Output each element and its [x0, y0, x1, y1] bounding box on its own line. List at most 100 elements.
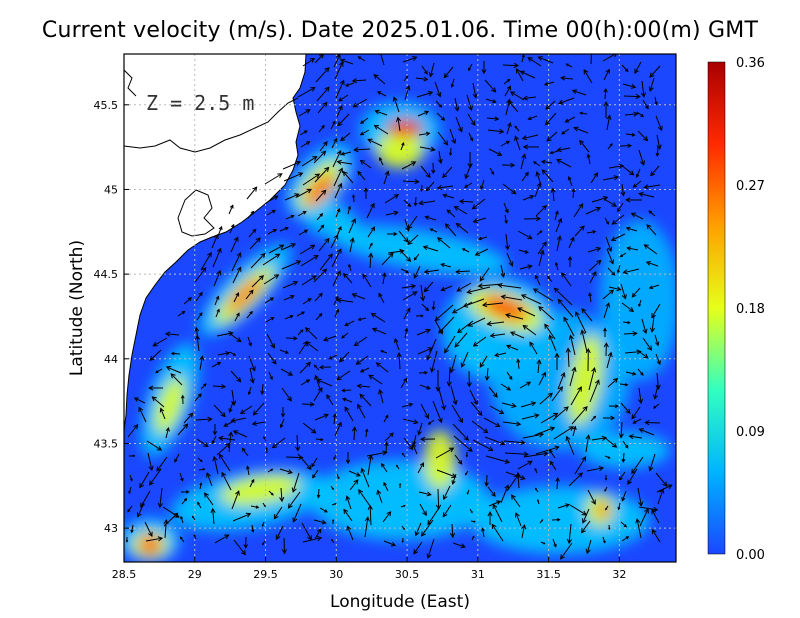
arrow-head	[136, 512, 142, 518]
velocity-arrow	[553, 287, 573, 306]
arrow-head	[572, 425, 577, 431]
arrow-head	[159, 407, 165, 413]
arrow-shaft	[383, 171, 389, 185]
arrow-shaft	[419, 146, 435, 151]
arrow-shaft	[131, 524, 134, 533]
arrow-shaft	[634, 61, 642, 74]
arrow-head	[334, 295, 339, 300]
velocity-arrow	[654, 96, 658, 106]
velocity-arrow	[435, 370, 441, 393]
arrow-shaft	[296, 311, 305, 317]
velocity-arrow	[655, 146, 660, 157]
velocity-arrow	[260, 383, 265, 396]
arrow-head	[608, 527, 611, 531]
arrow-head	[558, 99, 564, 105]
arrow-head	[556, 159, 562, 164]
velocity-arrow	[282, 160, 301, 170]
arrow-head	[426, 553, 432, 559]
arrow-head	[638, 191, 644, 197]
velocity-arrow	[454, 332, 468, 348]
arrow-head	[489, 332, 495, 339]
velocity-arrow	[297, 87, 316, 98]
velocity-arrow	[416, 90, 434, 98]
velocity-arrow	[229, 351, 237, 356]
map-area: Z = 2.5 m	[124, 54, 676, 562]
arrow-head	[520, 439, 526, 446]
arrow-head	[621, 497, 626, 502]
arrow-shaft	[264, 297, 274, 304]
arrow-shaft	[296, 188, 312, 198]
arrow-head	[428, 71, 434, 78]
arrow-shaft	[421, 65, 428, 75]
arrow-head	[381, 462, 385, 468]
velocity-arrow	[544, 323, 556, 340]
arrow-shaft	[384, 194, 399, 204]
velocity-arrow	[532, 288, 554, 302]
arrow-head	[338, 167, 343, 173]
arrow-head	[128, 490, 132, 495]
arrow-shaft	[366, 451, 387, 457]
arrow-head	[287, 503, 293, 509]
arrow-shaft	[314, 167, 329, 183]
arrow-shaft	[231, 490, 240, 510]
arrow-head	[618, 433, 624, 439]
velocity-arrow	[299, 244, 316, 255]
velocity-arrow	[471, 198, 486, 210]
velocity-arrow	[554, 352, 560, 370]
arrow-shaft	[552, 188, 555, 202]
velocity-arrow	[247, 386, 252, 396]
velocity-arrow	[230, 370, 242, 383]
arrow-shaft	[404, 85, 410, 101]
arrow-shaft	[297, 211, 307, 217]
velocity-arrow	[191, 515, 196, 521]
velocity-arrow	[197, 457, 203, 463]
velocity-arrow	[462, 298, 485, 308]
velocity-arrow	[536, 499, 540, 505]
arrow-head	[520, 475, 526, 480]
velocity-arrow	[285, 336, 298, 341]
arrow-head	[541, 519, 544, 522]
arrow-head	[454, 342, 460, 348]
arrow-head	[284, 350, 289, 354]
arrow-shaft	[266, 209, 276, 216]
arrow-head	[619, 254, 623, 258]
arrow-shaft	[319, 141, 328, 152]
velocity-arrow	[454, 97, 460, 112]
velocity-arrow	[336, 159, 353, 165]
arrow-head	[514, 125, 518, 129]
arrow-shaft	[196, 335, 200, 352]
arrow-shaft	[625, 133, 635, 136]
arrow-head	[345, 495, 351, 501]
arrow-head	[492, 392, 498, 398]
velocity-arrow	[469, 389, 478, 406]
arrow-shaft	[229, 401, 234, 413]
arrow-head	[442, 512, 448, 518]
arrow-shaft	[608, 286, 621, 291]
arrow-shaft	[215, 309, 220, 318]
arrow-head	[606, 114, 612, 120]
velocity-arrow	[265, 195, 279, 204]
arrow-head	[156, 466, 162, 472]
arrow-head	[617, 507, 621, 511]
arrow-head	[320, 438, 324, 442]
arrow-shaft	[212, 435, 217, 444]
velocity-arrow	[517, 230, 533, 240]
velocity-arrow	[541, 169, 554, 183]
arrow-shaft	[314, 293, 323, 302]
velocity-arrow	[413, 265, 421, 279]
arrow-head	[388, 252, 394, 258]
arrow-head	[343, 272, 348, 278]
arrow-head	[258, 274, 264, 281]
velocity-arrow	[340, 151, 352, 156]
arrow-shaft	[302, 422, 316, 434]
arrow-shaft	[517, 359, 520, 370]
arrow-head	[321, 189, 327, 195]
arrow-head	[471, 204, 478, 210]
velocity-arrow	[571, 406, 588, 425]
arrow-head	[595, 246, 602, 252]
velocity-arrow	[359, 129, 370, 136]
arrow-shaft	[217, 226, 223, 237]
velocity-arrow	[336, 297, 354, 303]
arrow-head	[594, 379, 600, 385]
speed-patch	[305, 173, 335, 207]
